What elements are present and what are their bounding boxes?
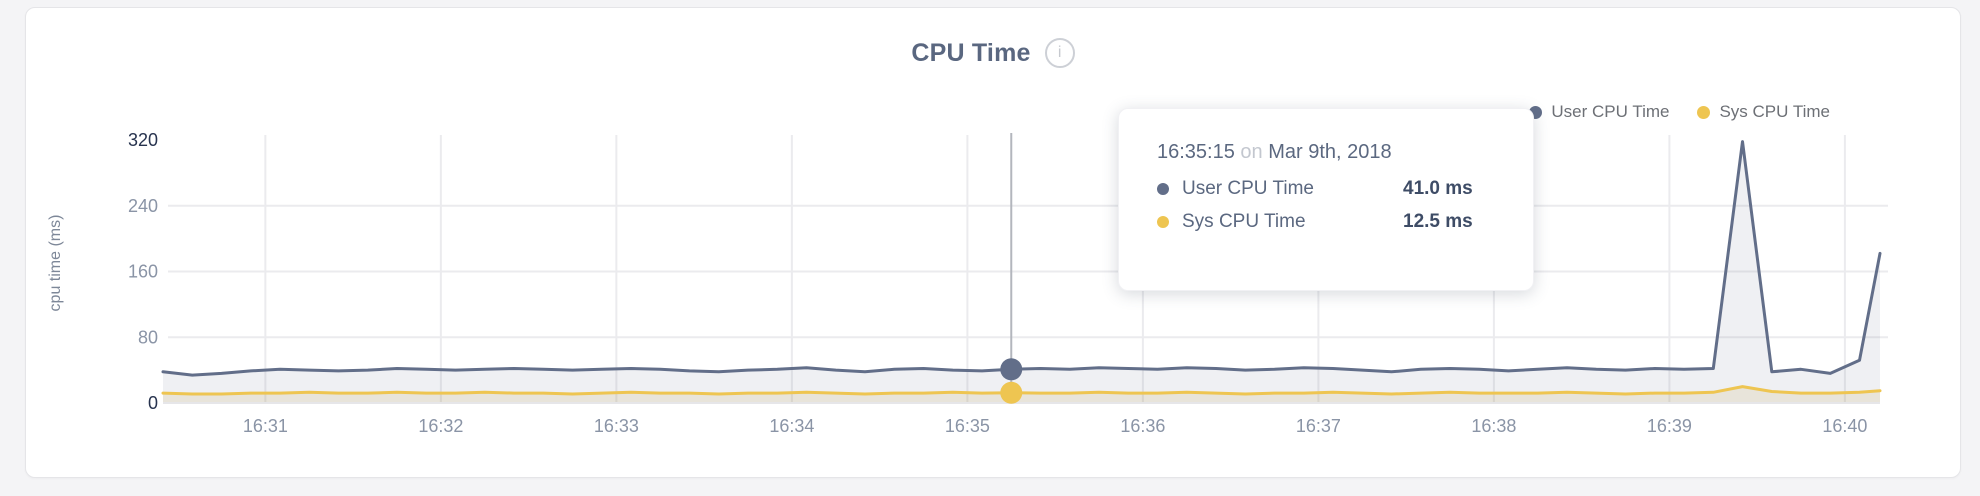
svg-text:0: 0 <box>148 393 158 413</box>
tooltip-row-user: User CPU Time 41.0 ms <box>1157 178 1513 200</box>
chart-title: CPU Time <box>911 38 1031 67</box>
svg-text:16:35: 16:35 <box>945 416 990 436</box>
svg-text:16:37: 16:37 <box>1296 416 1341 436</box>
user-cursor-point <box>1000 358 1023 381</box>
svg-text:16:32: 16:32 <box>418 416 463 436</box>
y-axis-label: cpu time (ms) <box>47 214 64 312</box>
svg-text:16:31: 16:31 <box>243 416 288 436</box>
chart-legend: User CPU Time Sys CPU Time <box>1529 102 1830 122</box>
legend-item-user-cpu-time[interactable]: User CPU Time <box>1529 102 1669 122</box>
svg-text:16:38: 16:38 <box>1471 416 1516 436</box>
tooltip-row-sys: Sys CPU Time 12.5 ms <box>1157 211 1513 233</box>
hover-cursor <box>1000 133 1023 404</box>
user-cpu-time-series <box>161 140 1882 403</box>
sys-cursor-point <box>1000 381 1023 404</box>
svg-text:16:33: 16:33 <box>594 416 639 436</box>
sys-series-dot-icon <box>1157 216 1169 228</box>
user-series-dot-icon <box>1157 183 1169 195</box>
chart-header: CPU Time i <box>26 38 1960 68</box>
svg-text:80: 80 <box>138 327 158 347</box>
sys-series-dot-icon <box>1697 105 1711 119</box>
svg-text:320: 320 <box>128 130 158 150</box>
svg-text:16:39: 16:39 <box>1647 416 1692 436</box>
chart-tooltip: 16:35:15 on Mar 9th, 2018 User CPU Time … <box>1118 108 1534 291</box>
svg-text:16:36: 16:36 <box>1120 416 1165 436</box>
svg-text:240: 240 <box>128 196 158 216</box>
info-icon[interactable]: i <box>1044 38 1075 68</box>
svg-text:160: 160 <box>128 262 158 282</box>
tooltip-header: 16:35:15 on Mar 9th, 2018 <box>1157 141 1392 163</box>
gridlines <box>168 135 1888 403</box>
legend-item-sys-cpu-time[interactable]: Sys CPU Time <box>1697 102 1830 122</box>
svg-text:16:40: 16:40 <box>1822 416 1867 436</box>
x-axis-ticks: 16:31 16:32 16:33 16:34 16:35 16:36 16:37 16:38… <box>243 416 1868 436</box>
y-axis-ticks: 0 80 160 240 320 <box>128 130 158 413</box>
svg-text:16:34: 16:34 <box>769 416 814 436</box>
cpu-time-chart-card: CPU Time i cpu time (ms) User CPU Time S… <box>25 7 1961 478</box>
